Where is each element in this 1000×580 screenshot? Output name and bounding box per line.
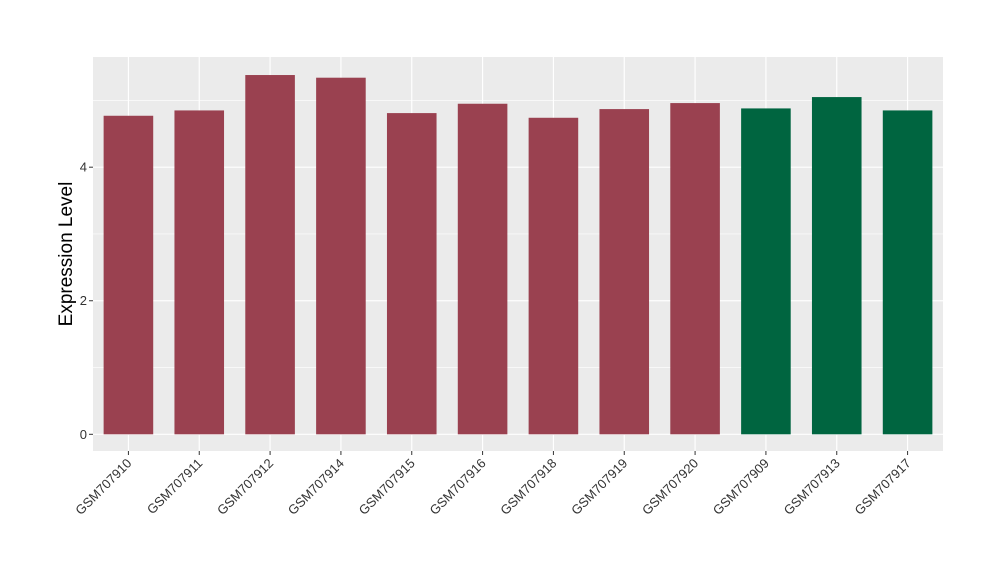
bar xyxy=(174,110,225,435)
x-tick-label: GSM707920 xyxy=(639,456,701,518)
bar xyxy=(882,110,933,435)
y-axis: 0 2 4 xyxy=(80,160,93,442)
y-axis-label: Expression Level xyxy=(56,182,77,327)
x-tick-label: GSM707915 xyxy=(356,456,418,518)
x-axis: GSM707910 GSM707911 GSM707912 GSM707914 GSM7… xyxy=(72,451,914,518)
bar xyxy=(599,109,650,435)
x-tick-label: GSM707916 xyxy=(426,456,488,518)
y-tick-label: 4 xyxy=(80,160,87,175)
bars xyxy=(103,75,933,435)
bar xyxy=(741,108,791,435)
bar xyxy=(670,103,720,435)
bar xyxy=(316,77,366,435)
x-tick-label: GSM707909 xyxy=(710,456,772,518)
y-tick-label: 2 xyxy=(80,293,87,308)
x-tick-label: GSM707917 xyxy=(851,456,913,518)
x-tick-label: GSM707914 xyxy=(285,456,347,518)
bar xyxy=(457,103,508,435)
bar xyxy=(528,117,579,435)
x-tick-label: GSM707910 xyxy=(72,456,134,518)
x-tick-label: GSM707912 xyxy=(214,456,276,518)
x-tick-label: GSM707919 xyxy=(568,456,630,518)
bar xyxy=(245,75,295,435)
x-tick-label: GSM707911 xyxy=(144,456,206,518)
x-tick-label: GSM707918 xyxy=(497,456,559,518)
bar xyxy=(386,113,437,435)
bar xyxy=(811,97,862,435)
plot-panel xyxy=(93,57,943,451)
x-tick-label: GSM707913 xyxy=(781,456,843,518)
y-tick-label: 0 xyxy=(80,427,87,442)
bar xyxy=(103,115,154,435)
